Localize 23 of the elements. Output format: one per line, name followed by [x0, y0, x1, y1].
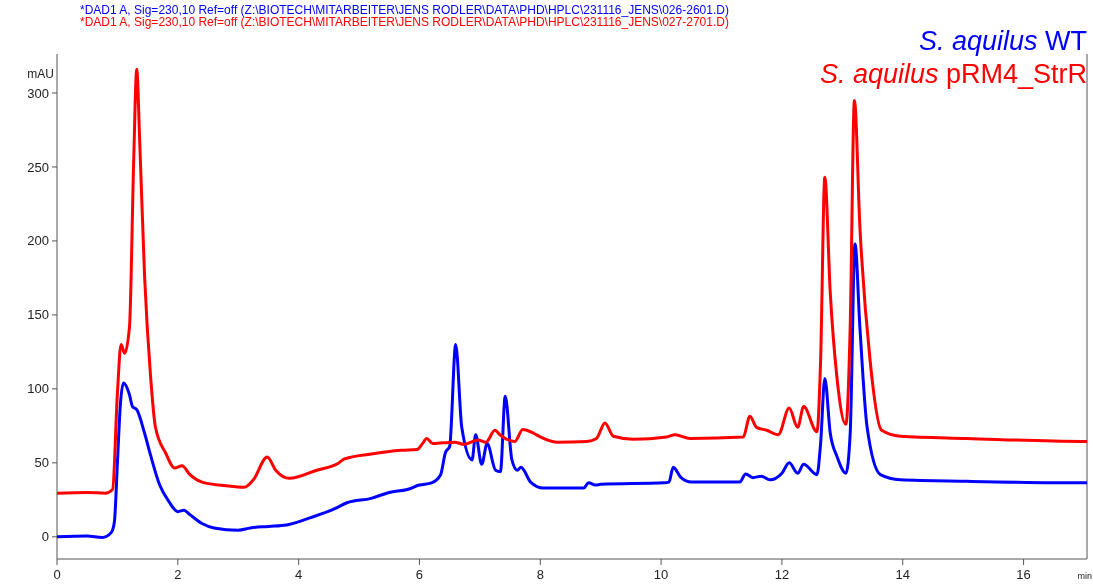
y-tick-label: 250 [27, 159, 49, 175]
x-tick-label: 0 [53, 567, 61, 582]
y-axis-title: mAU [27, 67, 54, 81]
y-tick-label: 200 [27, 233, 49, 249]
y-tick-label: 0 [41, 529, 49, 545]
text: *DAD1 A, Sig=230,10 Ref=off (Z:\BIOTECH\MITARBEITER\JENS RODLER\DATA\PHD\HPLC\231116_JENS\026-2601.D) [80, 3, 729, 17]
x-axis-title: min [1077, 571, 1092, 581]
x-tick-label: 10 [653, 567, 669, 582]
y-tick-label: 50 [34, 455, 49, 471]
line-series [57, 242, 1087, 540]
x-tick-label: 4 [295, 567, 303, 582]
text: *DAD1 A, Sig=230,10 Ref=off (Z:\BIOTECH\MITARBEITER\JENS RODLER\DATA\PHD\HPLC\231116_JENS\027-2701.D) [80, 15, 729, 29]
x-tick-label: 16 [1016, 567, 1031, 582]
x-tick-label: 12 [774, 567, 790, 582]
text: S. aquilus WT [918, 26, 1087, 56]
x-tick-label: 2 [174, 567, 182, 582]
y-tick-label: 100 [27, 381, 49, 397]
x-tick-label: 8 [536, 567, 544, 582]
x-tick-label: 6 [415, 567, 424, 582]
y-tick-label: 150 [27, 307, 49, 323]
x-tick-label: 14 [895, 567, 910, 582]
series-label: S. aquilus pRM4_StrR [819, 59, 1087, 89]
y-tick-label: 300 [27, 85, 49, 101]
